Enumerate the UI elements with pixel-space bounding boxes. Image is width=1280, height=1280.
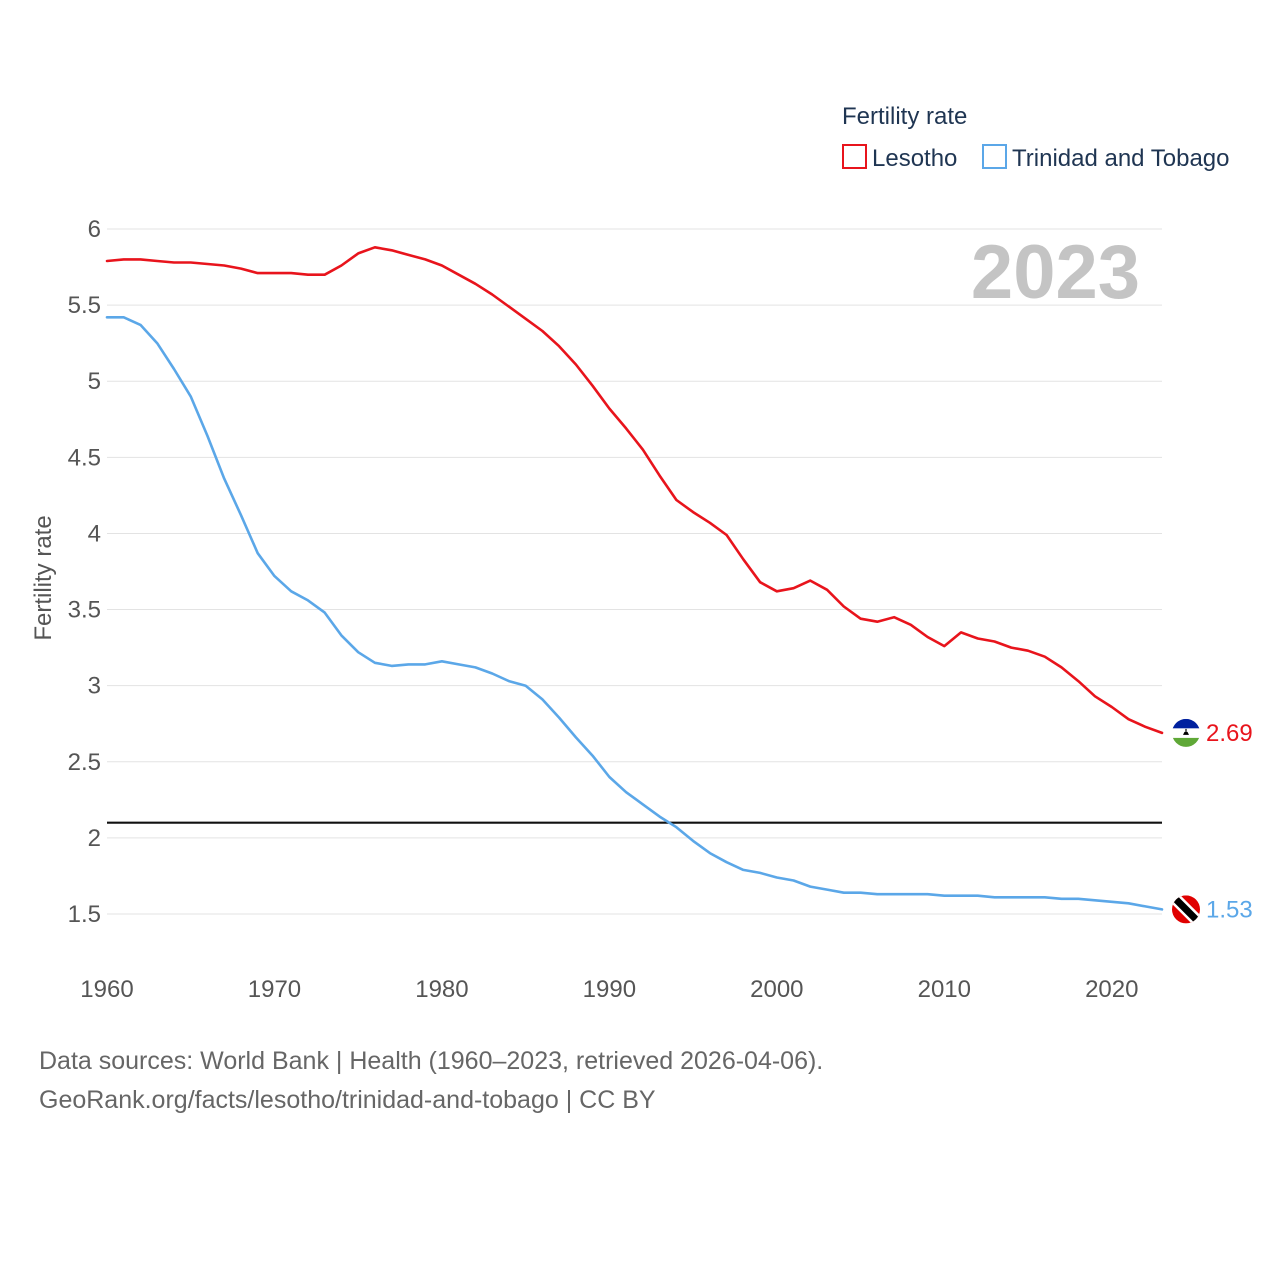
legend-swatch-trinidad-and-tobago	[982, 144, 1007, 169]
legend-item-lesotho[interactable]: Lesotho	[842, 144, 957, 172]
y-tick-label: 1.5	[68, 901, 101, 928]
x-tick-label: 1990	[583, 976, 636, 1003]
end-value-label-trinidad-and-tobago: 1.53	[1206, 896, 1253, 923]
y-axis-ticks: 1.5 2 2.5 3 3.5 4 4.5 5 5.5 6	[68, 216, 101, 928]
lesotho-flag-icon	[1172, 718, 1200, 747]
legend-title: Fertility rate	[842, 103, 967, 130]
legend-swatch-lesotho	[842, 144, 867, 169]
x-tick-label: 2010	[918, 976, 971, 1003]
y-tick-label: 3	[88, 673, 101, 700]
gridlines	[107, 228, 1162, 915]
source-line-2[interactable]: GeoRank.org/facts/lesotho/trinidad-and-t…	[39, 1086, 656, 1114]
y-tick-label: 6	[88, 216, 101, 243]
y-tick-label: 2.5	[68, 749, 101, 776]
y-tick-label: 4	[88, 520, 101, 547]
y-tick-label: 2	[88, 825, 101, 852]
series-line-trinidad-and-tobago[interactable]	[105, 315, 1164, 911]
legend-label-lesotho: Lesotho	[872, 145, 957, 172]
trinidad-and-tobago-flag-icon	[1172, 895, 1200, 924]
x-axis-ticks: 1960 1970 1980 1990 2000 2010 2020	[80, 976, 1138, 1003]
legend: Fertility rate Lesotho Trinidad and Toba…	[842, 103, 1230, 172]
series-lines	[105, 246, 1164, 911]
legend-label-trinidad-and-tobago: Trinidad and Tobago	[1012, 145, 1230, 172]
series-line-lesotho[interactable]	[105, 246, 1164, 735]
y-axis-title: Fertility rate	[30, 515, 57, 640]
year-label: 2023	[971, 230, 1140, 315]
source-line-1: Data sources: World Bank | Health (1960–…	[39, 1047, 823, 1075]
x-tick-label: 1960	[80, 976, 133, 1003]
x-tick-label: 1970	[248, 976, 301, 1003]
x-tick-label: 2020	[1085, 976, 1138, 1003]
x-tick-label: 1980	[415, 976, 468, 1003]
y-tick-label: 5.5	[68, 292, 101, 319]
y-tick-label: 5	[88, 368, 101, 395]
y-tick-label: 4.5	[68, 444, 101, 471]
legend-item-trinidad-and-tobago[interactable]: Trinidad and Tobago	[982, 144, 1230, 172]
x-tick-label: 2000	[750, 976, 803, 1003]
end-value-label-lesotho: 2.69	[1206, 720, 1253, 747]
y-tick-label: 3.5	[68, 597, 101, 624]
